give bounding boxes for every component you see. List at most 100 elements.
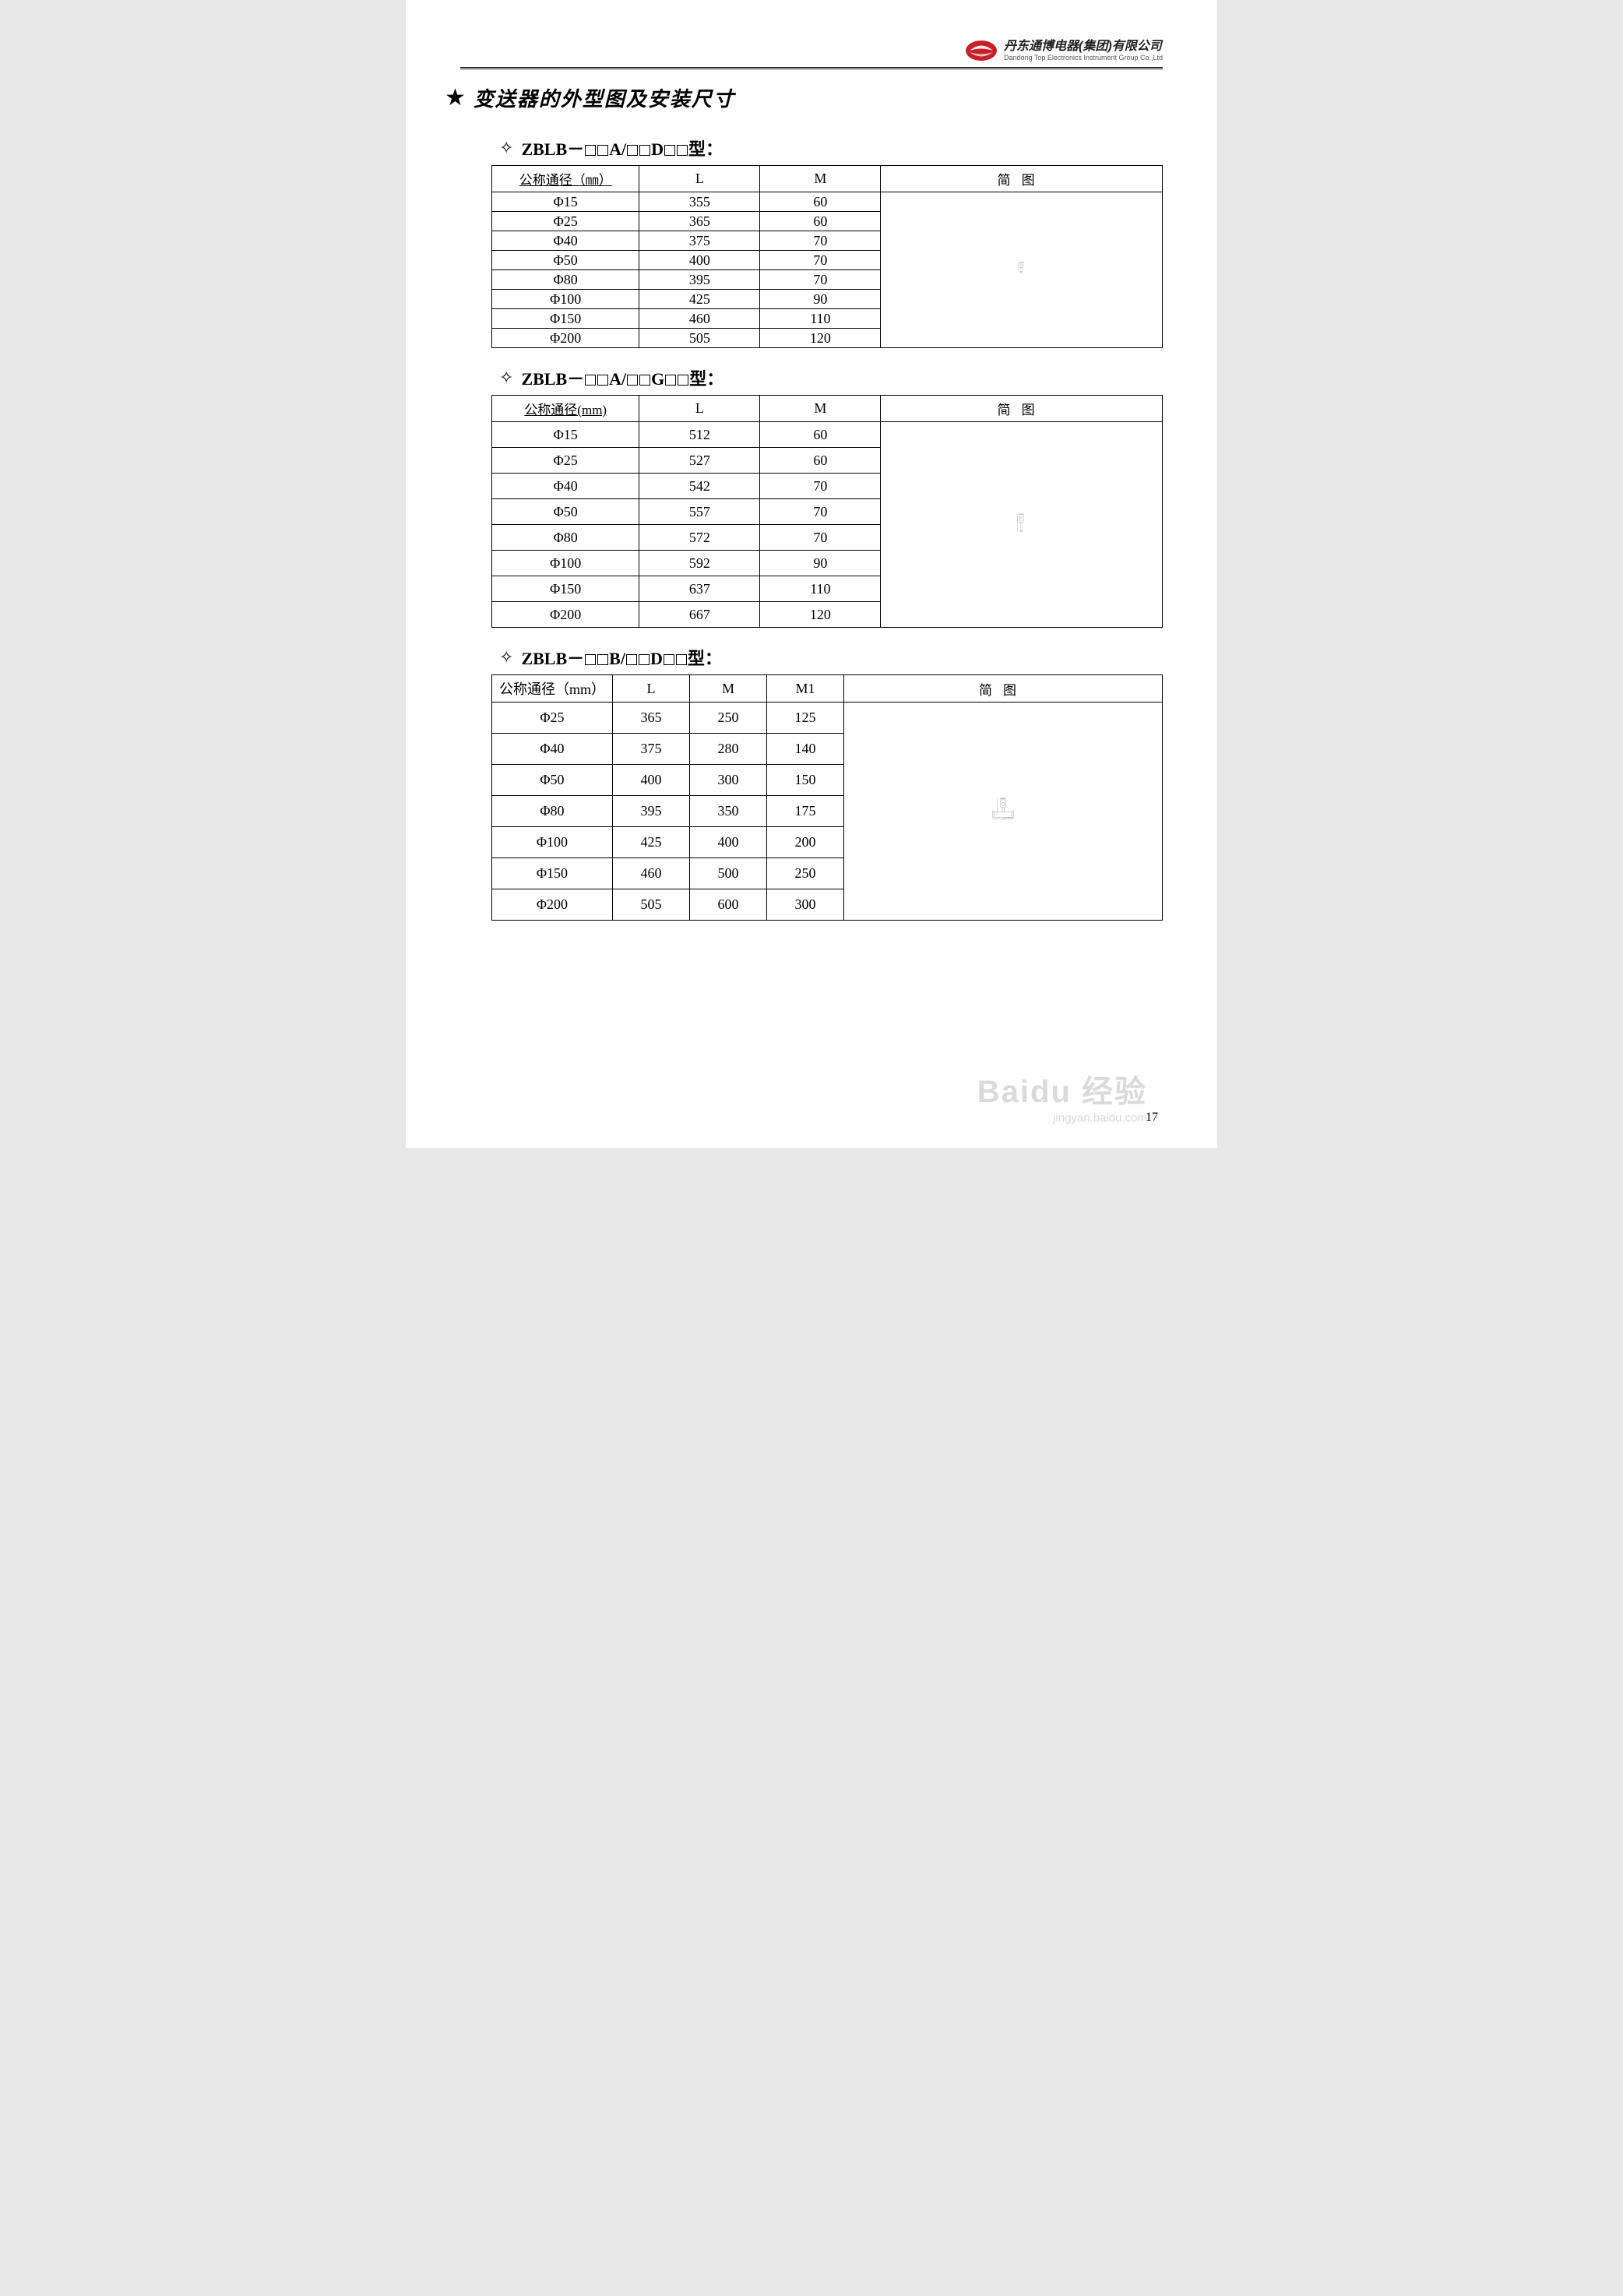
table-cell: 70 <box>760 525 881 551</box>
svg-text:M: M <box>1002 819 1004 820</box>
table-cell: Φ80 <box>492 796 613 827</box>
table-cell: 400 <box>612 765 689 796</box>
table-cell: 90 <box>760 290 881 309</box>
table-cell: Φ40 <box>492 231 639 251</box>
svg-text:Φ124: Φ124 <box>1002 798 1005 799</box>
table-cell: 400 <box>689 827 766 858</box>
brand-name-en: Dandong Top Electronics Instrument Group… <box>1004 54 1163 62</box>
table-cell: Φ15 <box>492 422 639 448</box>
page: 丹东通博电器(集团)有限公司 Dandong Top Electronics I… <box>406 0 1217 1148</box>
th-diameter: 公称通径（mm） <box>499 681 605 697</box>
table-cell: 90 <box>760 551 881 576</box>
table-cell: 300 <box>766 889 843 921</box>
table-cell: Φ50 <box>492 765 613 796</box>
table-cell: Φ150 <box>492 576 639 602</box>
page-title: 变送器的外型图及安装尺寸 <box>474 83 735 112</box>
table-cell: Φ200 <box>492 329 639 348</box>
diagram-cell: Φ124 L M <box>881 192 1163 348</box>
section-title-t2: ZBLB－A/G型： <box>521 365 723 390</box>
table-cell: 70 <box>760 499 881 525</box>
table-cell: 572 <box>639 525 760 551</box>
svg-text:L: L <box>997 806 998 808</box>
th-L: L <box>639 166 760 192</box>
table-cell: 557 <box>639 499 760 525</box>
svg-text:M: M <box>1021 273 1022 274</box>
table-cell: 60 <box>760 192 881 212</box>
table-cell: Φ100 <box>492 551 639 576</box>
diagram-insert-icon: Φ124 L M <box>884 513 1159 532</box>
brand-name-cn: 丹东通博电器(集团)有限公司 <box>1004 40 1163 54</box>
table-cell: Φ200 <box>492 602 639 628</box>
table-cell: 400 <box>639 251 760 270</box>
table-cell: 637 <box>639 576 760 602</box>
table-cell: 110 <box>760 576 881 602</box>
th-diagram: 简图 <box>979 683 1027 698</box>
table-cell: 395 <box>639 270 760 290</box>
table-cell: 200 <box>766 827 843 858</box>
table-cell: Φ50 <box>492 499 639 525</box>
table-cell: 120 <box>760 329 881 348</box>
star-icon: ★ <box>445 84 466 111</box>
table-cell: Φ100 <box>492 290 639 309</box>
table-cell: 425 <box>639 290 760 309</box>
table-cell: 70 <box>760 270 881 290</box>
table-cell: Φ25 <box>492 448 639 474</box>
table-cell: 300 <box>689 765 766 796</box>
th-L: L <box>612 675 689 703</box>
table-cell: 125 <box>766 703 843 734</box>
th-M: M <box>760 396 881 422</box>
table-cell: Φ80 <box>492 270 639 290</box>
table-cell: 70 <box>760 251 881 270</box>
section-title-t1: ZBLB－A/D型： <box>521 136 723 160</box>
table-cell: Φ25 <box>492 703 613 734</box>
svg-text:L: L <box>1018 266 1019 267</box>
table-cell: 500 <box>689 858 766 889</box>
table-cell: 425 <box>612 827 689 858</box>
table-cell: 600 <box>689 889 766 921</box>
table-cell: 395 <box>612 796 689 827</box>
table-cell: 70 <box>760 474 881 499</box>
diagram-cell: Φ124 L M <box>881 422 1163 628</box>
diagram-cell: Φ124 L M M1 <box>843 703 1162 921</box>
page-header: 丹东通博电器(集团)有限公司 Dandong Top Electronics I… <box>460 39 1163 69</box>
diamond-icon: ✧ <box>499 647 513 667</box>
table-row: Φ1535560 Φ124 L M <box>492 192 1163 212</box>
table-cell: 280 <box>689 734 766 765</box>
table-cell: Φ15 <box>492 192 639 212</box>
watermark: Baidu 经验 jingyan.baidu.com <box>977 1066 1147 1125</box>
table-cell: 60 <box>760 448 881 474</box>
th-diameter: 公称通径(mm) <box>524 403 607 417</box>
table-cell: Φ80 <box>492 525 639 551</box>
diamond-icon: ✧ <box>499 368 513 388</box>
table-cell: Φ25 <box>492 212 639 231</box>
th-M: M <box>760 166 881 192</box>
section-t3: ✧ ZBLB－B/D型： 公称通径（mm） L M M1 简图 Φ2536525… <box>491 645 1163 921</box>
table-cell: 250 <box>689 703 766 734</box>
th-diagram: 简图 <box>998 173 1046 188</box>
table-cell: 70 <box>760 231 881 251</box>
table-cell: Φ40 <box>492 734 613 765</box>
table-cell: 512 <box>639 422 760 448</box>
table-cell: 592 <box>639 551 760 576</box>
page-number: 17 <box>1146 1111 1158 1125</box>
table-cell: 60 <box>760 422 881 448</box>
th-diameter: 公称通径（㎜） <box>519 173 612 188</box>
brand-logo-icon <box>965 39 998 62</box>
table-cell: 350 <box>689 796 766 827</box>
table-cell: Φ150 <box>492 309 639 329</box>
table-cell: 375 <box>639 231 760 251</box>
table-cell: 365 <box>612 703 689 734</box>
diagram-flanged-icon: Φ124 L M M1 <box>847 798 1159 822</box>
section-t2: ✧ ZBLB－A/G型： 公称通径(mm) L M 简图 Φ1551260 Φ1… <box>491 365 1163 628</box>
section-t1: ✧ ZBLB－A/D型： 公称通径（㎜） L M 简图 Φ1535560 Φ12… <box>491 136 1163 348</box>
table-cell: 250 <box>766 858 843 889</box>
table-row: Φ25365250125 Φ124 L M M1 <box>492 703 1163 734</box>
th-M: M <box>689 675 766 703</box>
table-cell: 150 <box>766 765 843 796</box>
diamond-icon: ✧ <box>499 138 513 158</box>
table-cell: Φ50 <box>492 251 639 270</box>
table-t3: 公称通径（mm） L M M1 简图 Φ25365250125 Φ124 L M… <box>491 674 1163 921</box>
table-cell: 60 <box>760 212 881 231</box>
table-row: Φ1551260 Φ124 L M <box>492 422 1163 448</box>
th-diagram: 简图 <box>998 403 1046 417</box>
